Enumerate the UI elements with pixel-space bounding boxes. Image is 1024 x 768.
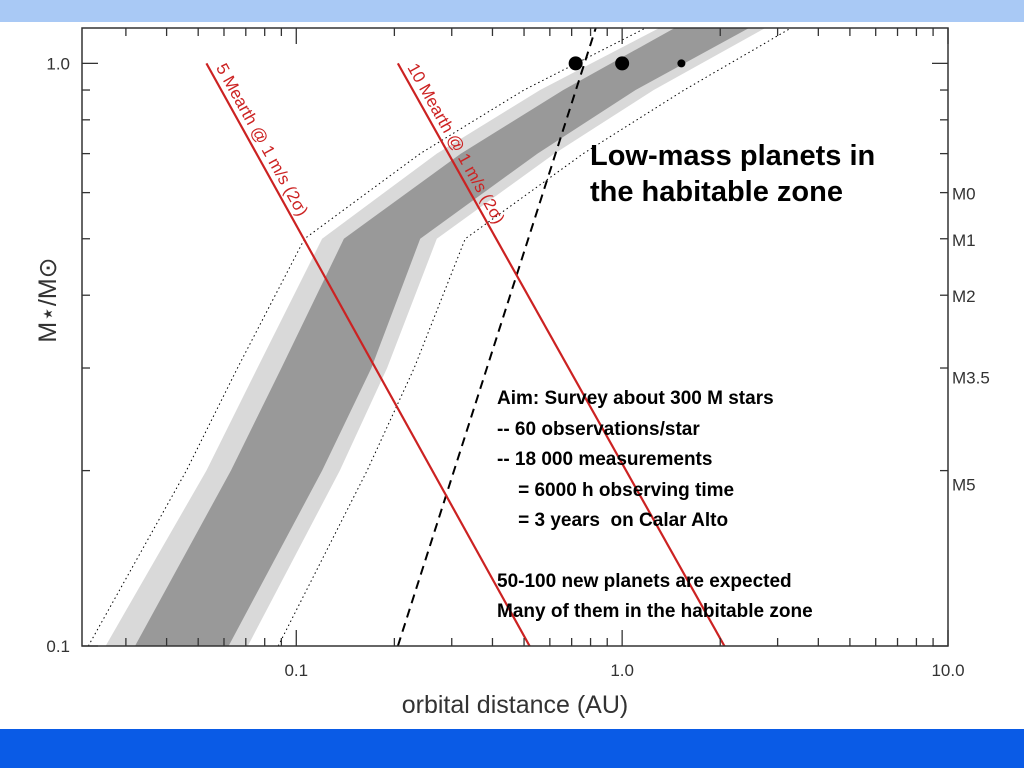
axis-ticks [82, 28, 949, 647]
note-line: 50-100 new planets are expected [497, 570, 792, 592]
y-axis-title: M⋆/M⊙ [34, 257, 62, 342]
y-tick-label: 1.0 [46, 54, 70, 73]
spectral-type-label: M2 [952, 287, 976, 306]
callout-title: Low-mass planets in the habitable zone [590, 138, 940, 210]
callout-title-line: the habitable zone [590, 176, 843, 208]
note-line: -- 60 observations/star [497, 418, 700, 440]
spectral-type-label: M3.5 [952, 369, 990, 388]
top-band [0, 0, 1024, 22]
note-line: -- 18 000 measurements [497, 449, 713, 470]
x-tick-label: 1.0 [610, 661, 634, 680]
x-axis-title: orbital distance (AU) [402, 691, 628, 719]
chart: 5 Mearth @ 1 m/s (2σ) 10 Mearth @ 1 m/s … [34, 27, 990, 719]
x-tick-label: 0.1 [284, 661, 308, 680]
plot-frame [81, 27, 949, 647]
planet-venus [568, 56, 583, 71]
hz-inner-band [135, 28, 749, 646]
note-line: Many of them in the habitable zone [497, 601, 813, 622]
survey-notes: Aim: Survey about 300 M stars -- 60 obse… [497, 384, 937, 628]
spectral-type-label: M1 [952, 231, 976, 250]
detection-label-5mearth: 5 Mearth @ 1 m/s (2σ) [212, 60, 312, 219]
tidal-lock-line [396, 28, 597, 646]
bottom-band [0, 729, 1024, 768]
planet-mars [677, 59, 686, 68]
planet-earth [615, 56, 630, 71]
note-line: = 6000 h observing time [497, 479, 735, 501]
x-tick-label: 10.0 [931, 661, 964, 680]
note-line: = 3 years on Calar Alto [497, 510, 729, 531]
note-line: Aim: Survey about 300 M stars [497, 388, 774, 409]
spectral-type-label: M5 [952, 476, 976, 495]
detection-line-5mearth [205, 62, 531, 646]
y-tick-label: 0.1 [46, 637, 70, 656]
detection-line-10mearth [396, 62, 726, 646]
callout-title-line: Low-mass planets in [590, 140, 876, 172]
spectral-type-label: M0 [952, 185, 976, 204]
